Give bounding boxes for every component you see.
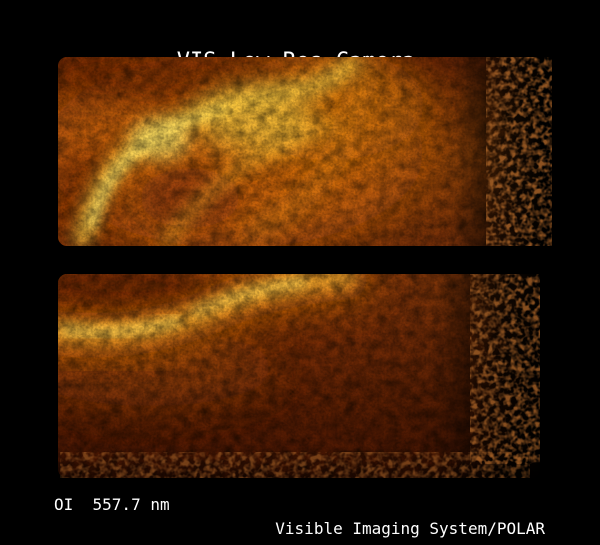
wavelength-label: OI 557.7 nm — [54, 495, 170, 514]
bottom-edge-speckle — [60, 452, 530, 478]
credit-instrument-label: Visible Imaging System/POLAR — [275, 519, 545, 538]
lower-edge-speckle — [470, 274, 540, 464]
credits: Visible Imaging System/POLAR The Univers… — [145, 491, 545, 545]
upper-edge-speckle — [486, 57, 552, 246]
